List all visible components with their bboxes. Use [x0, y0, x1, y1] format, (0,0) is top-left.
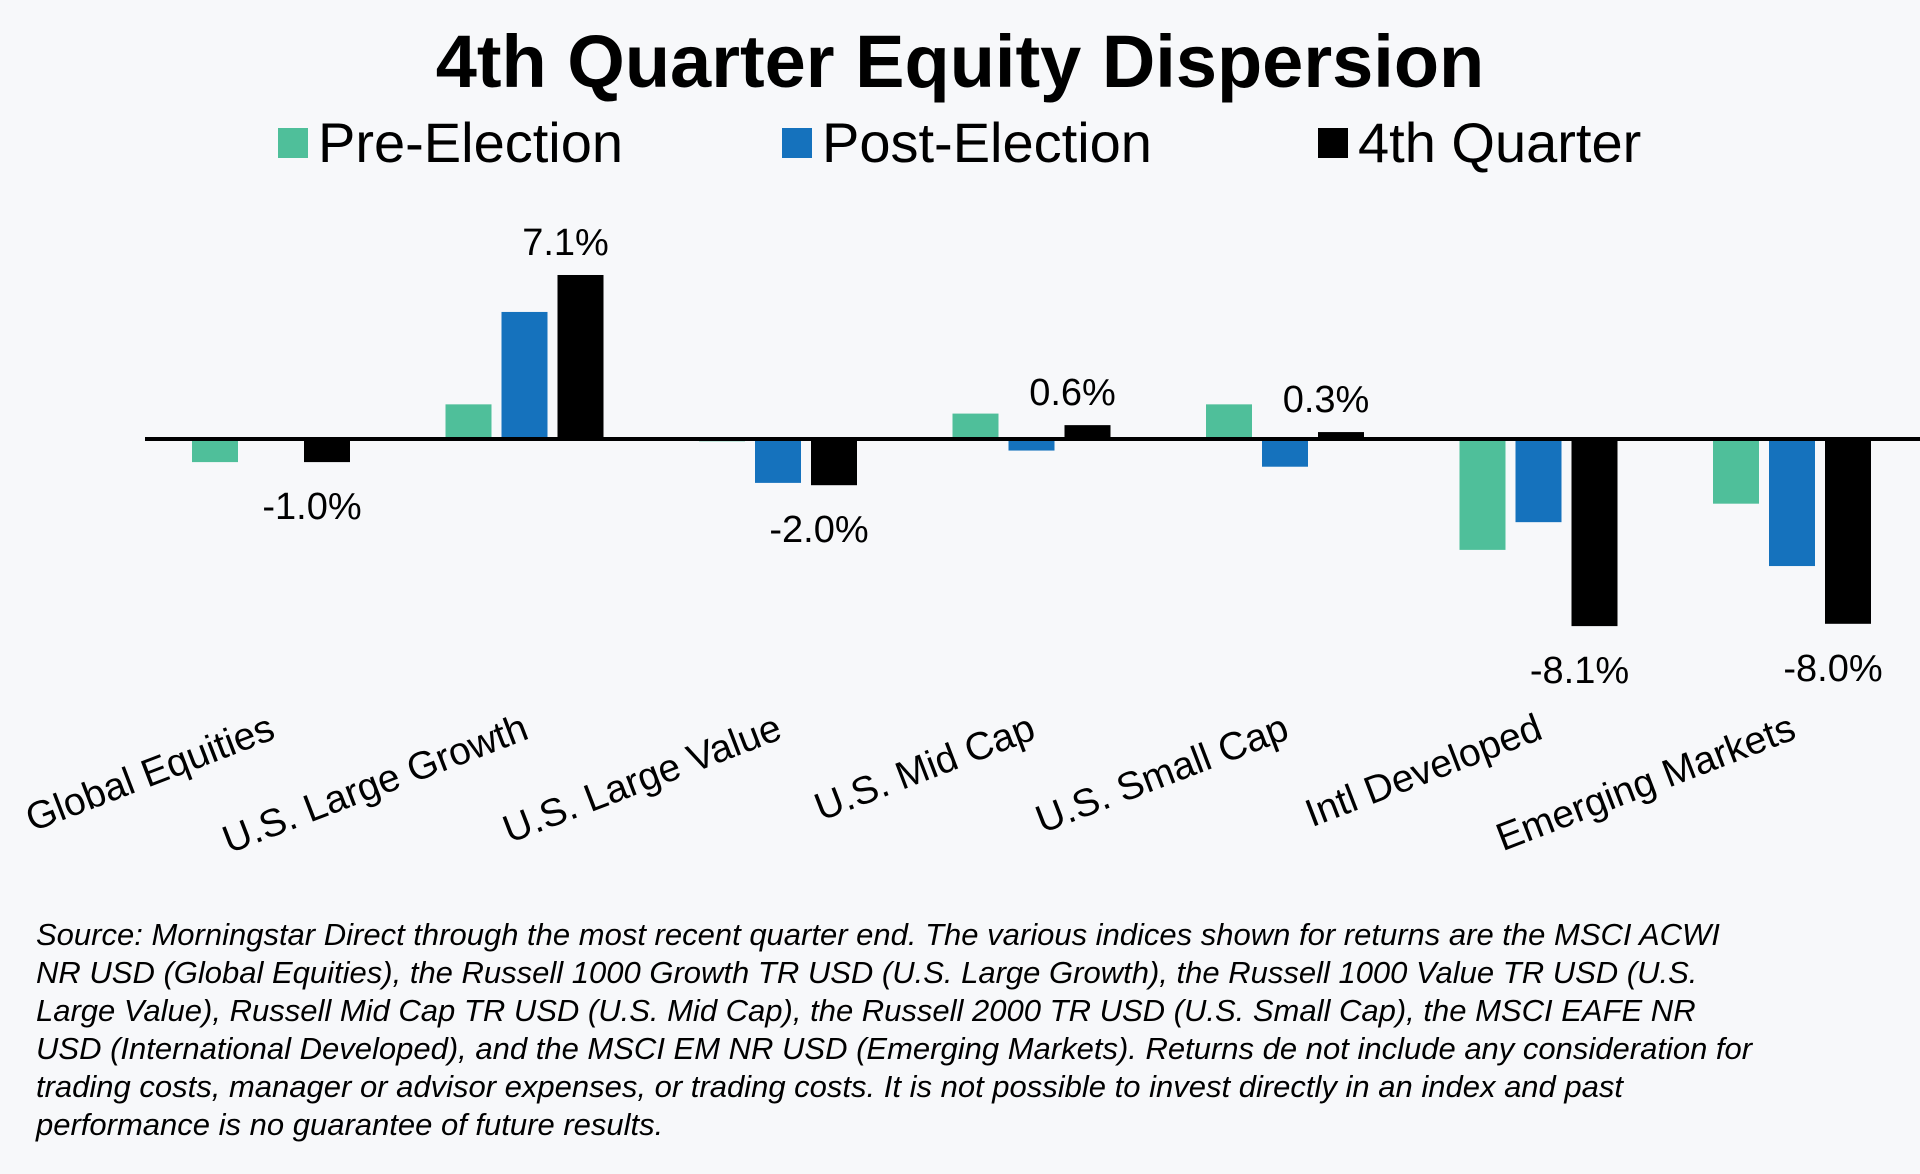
x-tick-label: U.S. Large Value	[497, 706, 787, 852]
bar-post-election	[1262, 439, 1308, 467]
data-label: 0.6%	[1029, 372, 1116, 414]
legend-label-pre-election: Pre-Election	[318, 111, 624, 174]
data-label: 0.3%	[1283, 379, 1370, 421]
bar-post-election	[1008, 439, 1055, 451]
footnote-line: trading costs, manager or advisor expens…	[36, 1069, 1623, 1104]
bar-post-election	[1515, 439, 1562, 523]
bar-4th-quarter	[1064, 425, 1111, 439]
footnote-line: Source: Morningstar Direct through the m…	[36, 917, 1720, 952]
legend-item-4th-quarter: 4th Quarter	[1318, 110, 1641, 176]
legend-swatch-4th-quarter	[1318, 128, 1348, 158]
data-label: 7.1%	[522, 222, 609, 264]
source-footnote: Source: Morningstar Direct through the m…	[36, 916, 1896, 1144]
bar-pre-election	[445, 404, 492, 439]
bar-4th-quarter	[557, 274, 604, 439]
data-label: -1.0%	[262, 486, 361, 528]
bar-pre-election	[1713, 439, 1759, 504]
bar-4th-quarter	[811, 439, 857, 486]
legend-label-post-election: Post-Election	[822, 111, 1152, 174]
legend-swatch-pre-election	[278, 128, 308, 158]
bar-pre-election	[1206, 404, 1252, 439]
bar-pre-election	[1459, 439, 1506, 550]
bar-4th-quarter	[1825, 439, 1871, 624]
footnote-line: NR USD (Global Equities), the Russell 10…	[36, 955, 1698, 990]
legend-label-4th-quarter: 4th Quarter	[1358, 111, 1642, 174]
footnote-line: Large Value), Russell Mid Cap TR USD (U.…	[36, 993, 1696, 1028]
chart-title: 4th Quarter Equity Dispersion	[435, 20, 1485, 103]
data-label: -8.0%	[1783, 648, 1882, 690]
bar-4th-quarter	[304, 439, 350, 463]
legend-item-pre-election: Pre-Election	[278, 110, 623, 176]
bar-post-election	[501, 311, 548, 439]
legend-swatch-post-election	[782, 128, 812, 158]
bar-post-election	[755, 439, 801, 483]
bar-pre-election	[192, 439, 238, 463]
bar-post-election	[1769, 439, 1815, 567]
x-tick-label: U.S. Small Cap	[1030, 706, 1294, 842]
bar-4th-quarter	[1318, 432, 1364, 439]
bar-pre-election	[952, 413, 999, 439]
legend: Pre-Election Post-Election 4th Quarter	[0, 110, 1920, 176]
data-label: -2.0%	[769, 509, 868, 551]
footnote-line: USD (International Developed), and the M…	[36, 1031, 1753, 1066]
legend-item-post-election: Post-Election	[782, 110, 1152, 176]
x-tick-label: U.S. Mid Cap	[809, 706, 1041, 829]
footnote-line: performance is no guarantee of future re…	[36, 1107, 664, 1142]
data-label: -8.1%	[1530, 650, 1629, 692]
bar-4th-quarter	[1571, 439, 1618, 627]
